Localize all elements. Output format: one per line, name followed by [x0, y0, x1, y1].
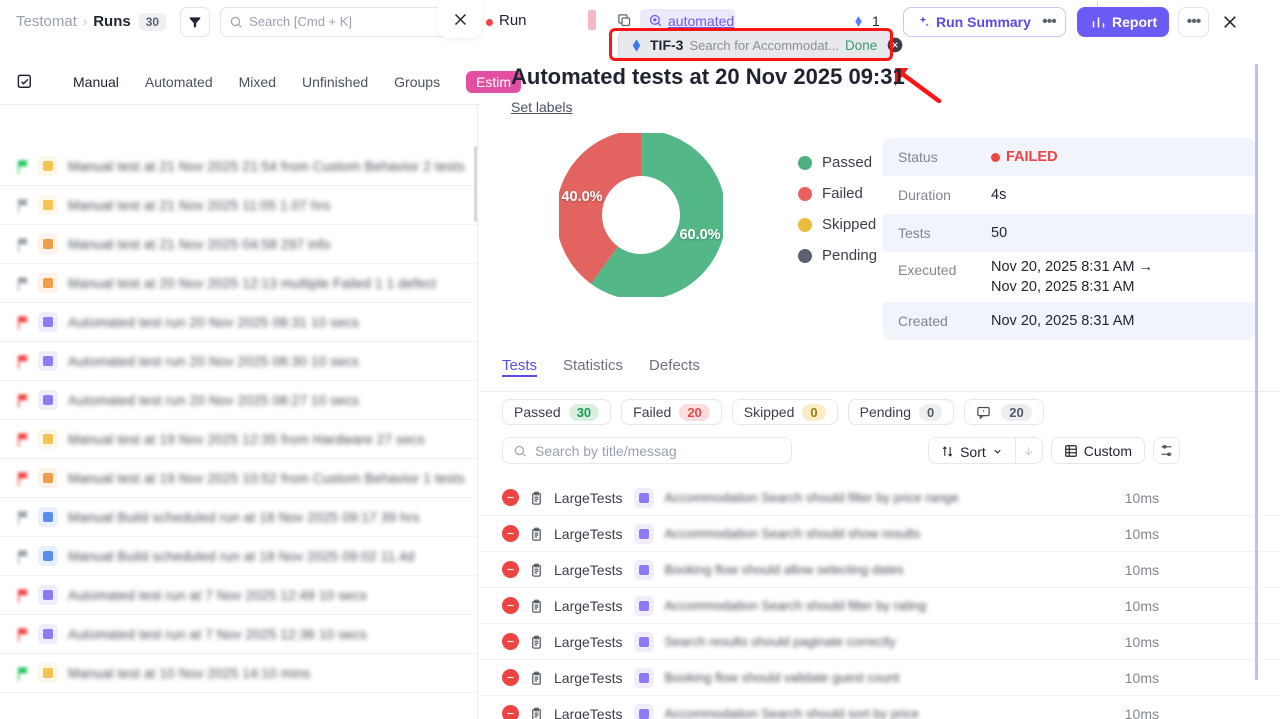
svg-text:40.0%: 40.0% [561, 189, 602, 205]
svg-text:60.0%: 60.0% [679, 227, 720, 243]
